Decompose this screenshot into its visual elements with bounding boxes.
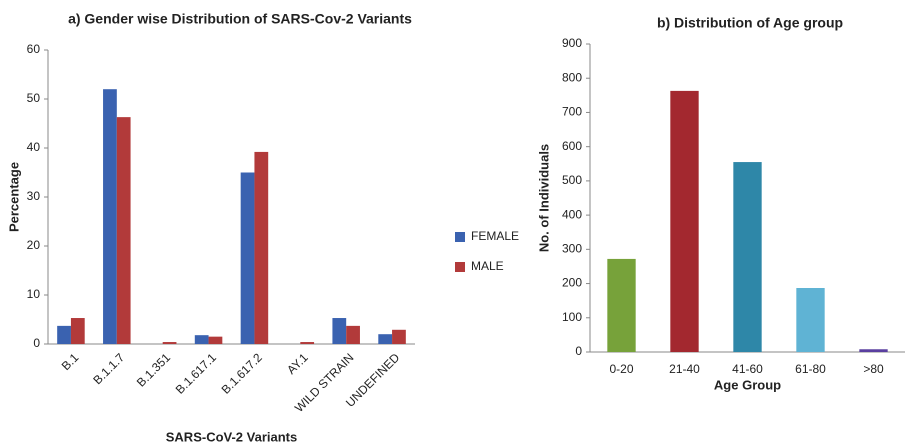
chart-title: b) Distribution of Age group [657,15,843,31]
bar [103,89,117,344]
bar [300,342,315,344]
x-tick-label: 0-20 [609,362,633,376]
bar [208,336,223,344]
bar [796,288,825,352]
bar [240,172,255,344]
y-tick-label: 200 [562,276,582,290]
y-tick-label: 50 [27,91,41,105]
legend-label: MALE [471,259,504,273]
bar [332,318,347,344]
legend-swatch [455,262,465,272]
bar [194,335,209,344]
legend-swatch [455,232,465,242]
x-tick-label: 61-80 [795,362,826,376]
x-tick-label: B.1.1.7 [90,350,127,387]
bar [733,162,762,352]
y-tick-label: 400 [562,207,582,221]
x-tick-label: B.1.617.2 [219,350,265,396]
y-axis-label: No. of Individuals [536,144,551,252]
bar [57,325,71,344]
x-tick-label: 41-60 [732,362,763,376]
x-axis-label: SARS-CoV-2 Variants [166,429,298,444]
x-tick-label: >80 [863,362,884,376]
y-tick-label: 500 [562,173,582,187]
x-axis-label: Age Group [714,377,781,392]
y-tick-label: 0 [33,336,40,350]
bar [162,342,177,344]
x-tick-label: AY.1 [284,350,311,377]
y-tick-label: 600 [562,139,582,153]
x-tick-label: B.1.351 [134,350,173,389]
y-tick-label: 10 [27,287,41,301]
y-tick-label: 60 [27,42,41,56]
bar [254,151,269,344]
x-tick-label: B.1 [59,350,82,373]
legend-label: FEMALE [471,229,519,243]
x-tick-label: B.1.617.1 [173,350,219,396]
y-tick-label: 800 [562,70,582,84]
y-tick-label: 900 [562,36,582,50]
bar [70,318,85,344]
bar [670,90,699,352]
y-axis-label: Percentage [6,162,21,232]
chart-title: a) Gender wise Distribution of SARS-Cov-… [68,11,412,27]
bar [346,325,360,344]
bar [392,329,406,344]
y-tick-label: 0 [575,344,582,358]
y-tick-label: 20 [27,238,41,252]
x-tick-label: 21-40 [669,362,700,376]
bar [378,334,393,344]
y-tick-label: 40 [27,140,41,154]
y-tick-label: 700 [562,105,582,119]
y-tick-label: 30 [27,189,41,203]
y-tick-label: 300 [562,242,582,256]
bar [859,349,888,352]
y-tick-label: 100 [562,310,582,324]
bar [607,258,636,352]
bar [116,117,131,344]
